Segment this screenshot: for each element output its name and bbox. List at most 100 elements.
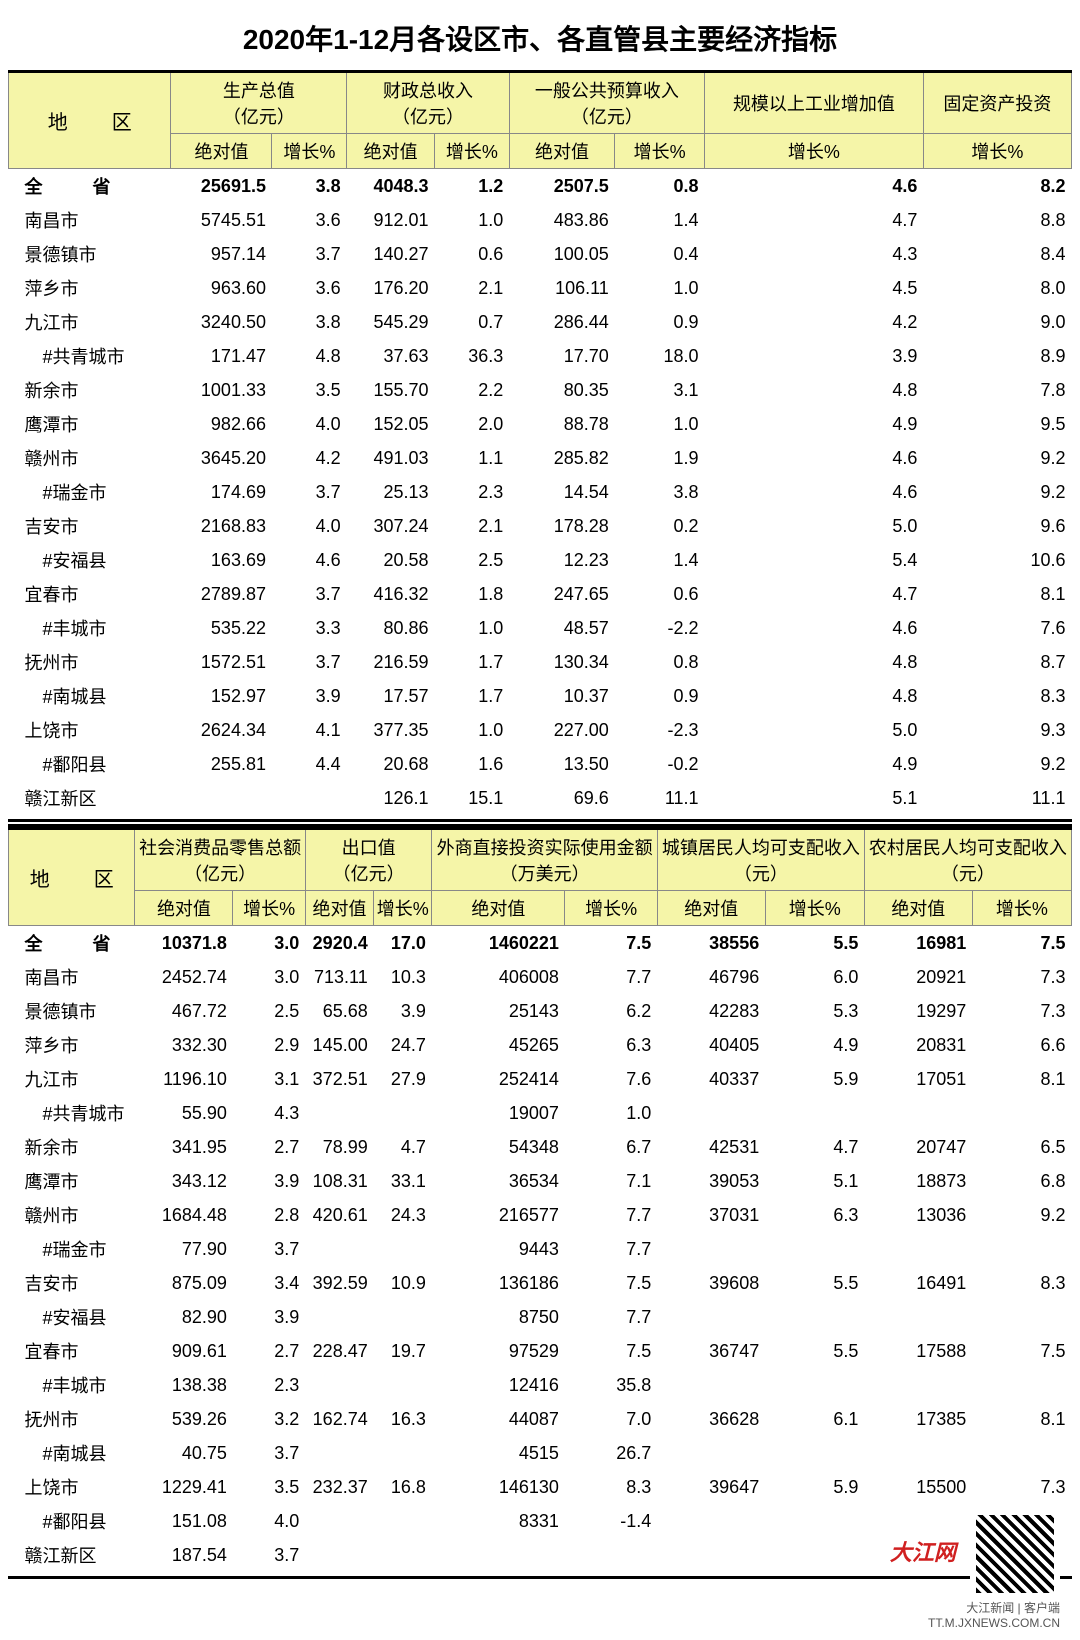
- value-cell: 40405: [657, 1028, 765, 1062]
- value-cell: 416.32: [347, 577, 435, 611]
- region-cell: #瑞金市: [9, 475, 171, 509]
- value-cell: 17.57: [347, 679, 435, 713]
- value-cell: 6.3: [765, 1198, 864, 1232]
- region-cell: #鄱阳县: [9, 747, 171, 781]
- value-cell: 483.86: [509, 203, 615, 237]
- col-sub-header: 绝对值: [135, 891, 233, 926]
- value-cell: 82.90: [135, 1300, 233, 1334]
- value-cell: 8.4: [923, 237, 1071, 271]
- value-cell: 5.1: [765, 1164, 864, 1198]
- value-cell: 912.01: [347, 203, 435, 237]
- value-cell: 2.0: [435, 407, 510, 441]
- value-cell: 3.5: [272, 373, 347, 407]
- value-cell: 535.22: [171, 611, 272, 645]
- value-cell: 14.54: [509, 475, 615, 509]
- region-cell: #鄱阳县: [9, 1504, 135, 1538]
- table-row: 九江市1196.103.1372.5127.92524147.6403375.9…: [9, 1062, 1072, 1096]
- value-cell: 39608: [657, 1266, 765, 1300]
- col-sub-header: 增长%: [233, 891, 305, 926]
- value-cell: 140.27: [347, 237, 435, 271]
- table-row: 宜春市2789.873.7416.321.8247.650.64.78.1: [9, 577, 1072, 611]
- value-cell: 216577: [432, 1198, 565, 1232]
- col-sub-header: 绝对值: [305, 891, 373, 926]
- value-cell: 88.78: [509, 407, 615, 441]
- value-cell: 8.8: [923, 203, 1071, 237]
- value-cell: 5745.51: [171, 203, 272, 237]
- value-cell: 5.5: [765, 926, 864, 961]
- value-cell: 8.1: [923, 577, 1071, 611]
- value-cell: [432, 1538, 565, 1572]
- value-cell: 4.0: [233, 1504, 305, 1538]
- value-cell: 7.8: [923, 373, 1071, 407]
- table-row: 上饶市1229.413.5232.3716.81461308.3396475.9…: [9, 1470, 1072, 1504]
- value-cell: 7.5: [565, 1266, 657, 1300]
- value-cell: 963.60: [171, 271, 272, 305]
- value-cell: 18.0: [615, 339, 705, 373]
- value-cell: 25.13: [347, 475, 435, 509]
- value-cell: -0.2: [615, 747, 705, 781]
- value-cell: 45265: [432, 1028, 565, 1062]
- value-cell: 3.6: [272, 271, 347, 305]
- value-cell: 25691.5: [171, 169, 272, 204]
- value-cell: 2.3: [233, 1368, 305, 1402]
- value-cell: 3.7: [233, 1538, 305, 1572]
- value-cell: 4.6: [705, 441, 924, 475]
- value-cell: 3.3: [272, 611, 347, 645]
- col-sub-header: 增长%: [565, 891, 657, 926]
- table-row: #瑞金市174.693.725.132.314.543.84.69.2: [9, 475, 1072, 509]
- value-cell: 2.7: [233, 1130, 305, 1164]
- value-cell: 106.11: [509, 271, 615, 305]
- value-cell: 17.70: [509, 339, 615, 373]
- value-cell: 33.1: [374, 1164, 432, 1198]
- value-cell: 20921: [864, 960, 972, 994]
- value-cell: 372.51: [305, 1062, 373, 1096]
- table-row: 全 省25691.53.84048.31.22507.50.84.68.2: [9, 169, 1072, 204]
- value-cell: 0.8: [615, 169, 705, 204]
- value-cell: 7.5: [565, 926, 657, 961]
- value-cell: 5.1: [705, 781, 924, 815]
- value-cell: [374, 1504, 432, 1538]
- value-cell: 6.5: [972, 1130, 1071, 1164]
- value-cell: 20747: [864, 1130, 972, 1164]
- value-cell: 2.5: [233, 994, 305, 1028]
- value-cell: [657, 1368, 765, 1402]
- value-cell: 3.7: [272, 475, 347, 509]
- col-sub-header: 增长%: [615, 134, 705, 169]
- value-cell: 130.34: [509, 645, 615, 679]
- value-cell: [305, 1538, 373, 1572]
- value-cell: 8.3: [923, 679, 1071, 713]
- value-cell: 1684.48: [135, 1198, 233, 1232]
- value-cell: [972, 1300, 1071, 1334]
- value-cell: 11.1: [923, 781, 1071, 815]
- value-cell: 1.7: [435, 645, 510, 679]
- value-cell: 10.9: [374, 1266, 432, 1300]
- value-cell: [864, 1300, 972, 1334]
- table-row: #丰城市535.223.380.861.048.57-2.24.67.6: [9, 611, 1072, 645]
- value-cell: [864, 1096, 972, 1130]
- col-group-header: 固定资产投资: [923, 73, 1071, 134]
- value-cell: 1.7: [435, 679, 510, 713]
- value-cell: 15.1: [435, 781, 510, 815]
- value-cell: 392.59: [305, 1266, 373, 1300]
- value-cell: 4.6: [705, 169, 924, 204]
- value-cell: [305, 1232, 373, 1266]
- table-row: 新余市1001.333.5155.702.280.353.14.87.8: [9, 373, 1072, 407]
- region-cell: 宜春市: [9, 577, 171, 611]
- table-row: 景德镇市957.143.7140.270.6100.050.44.38.4: [9, 237, 1072, 271]
- region-cell: 上饶市: [9, 713, 171, 747]
- value-cell: [171, 781, 272, 815]
- value-cell: 1.0: [565, 1096, 657, 1130]
- value-cell: [765, 1096, 864, 1130]
- value-cell: 17588: [864, 1334, 972, 1368]
- value-cell: 0.2: [615, 509, 705, 543]
- value-cell: [972, 1232, 1071, 1266]
- col-sub-header: 增长%: [435, 134, 510, 169]
- value-cell: 0.8: [615, 645, 705, 679]
- col-sub-header: 绝对值: [171, 134, 272, 169]
- value-cell: 1.8: [435, 577, 510, 611]
- value-cell: [657, 1096, 765, 1130]
- value-cell: 4.3: [705, 237, 924, 271]
- value-cell: 3.7: [272, 645, 347, 679]
- value-cell: [765, 1232, 864, 1266]
- value-cell: 5.5: [765, 1266, 864, 1300]
